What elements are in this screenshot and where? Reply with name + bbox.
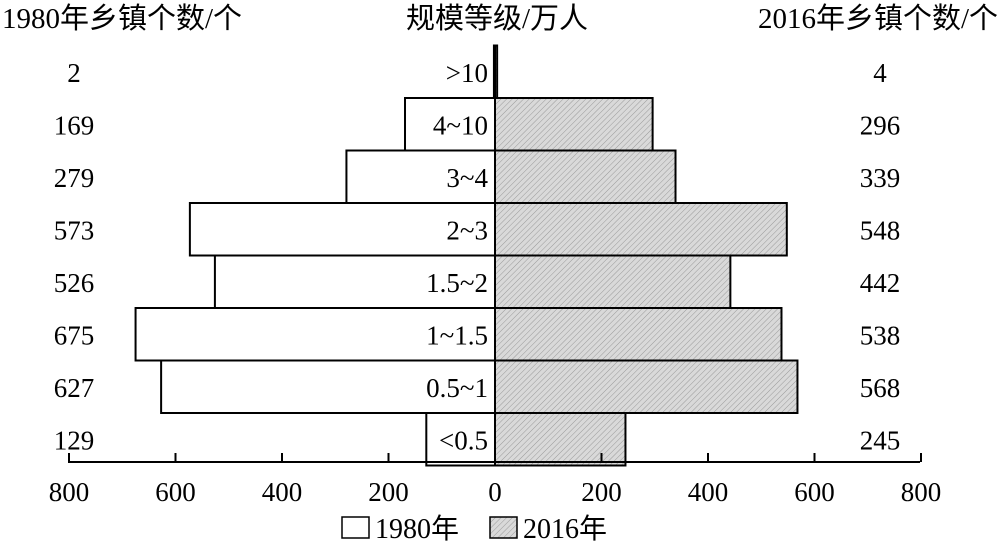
legend-swatch-1980 bbox=[341, 516, 370, 539]
size-level-label: 4~10 bbox=[433, 110, 488, 140]
bar-2016-1 bbox=[494, 97, 654, 152]
count-2016-label: 548 bbox=[860, 215, 901, 245]
size-level-label: 3~4 bbox=[446, 163, 488, 193]
center-header: 规模等级/万人 bbox=[406, 2, 588, 35]
count-1980-label: 2 bbox=[67, 58, 81, 88]
x-tick-label-right: 800 bbox=[901, 477, 942, 507]
left-header: 1980年乡镇个数/个 bbox=[2, 2, 242, 35]
bar-2016-4 bbox=[494, 254, 732, 309]
size-level-label: 1.5~2 bbox=[426, 268, 488, 298]
legend: 1980年 2016年 bbox=[341, 513, 607, 545]
count-2016-label: 245 bbox=[860, 425, 901, 455]
count-1980-label: 129 bbox=[54, 425, 95, 455]
x-tick-label-left: 800 bbox=[49, 477, 90, 507]
x-tick-label-right: 200 bbox=[581, 477, 622, 507]
legend-swatch-2016 bbox=[489, 516, 518, 539]
size-level-labels: >10 4~10 3~4 2~3 1.5~2 1~1.5 0.5~1 <0.5 bbox=[426, 58, 488, 456]
count-1980-label: 573 bbox=[54, 215, 95, 245]
bar-2016-5 bbox=[494, 307, 783, 362]
x-tick-label-left: 0 bbox=[488, 477, 502, 507]
bar-2016-6 bbox=[494, 359, 799, 414]
bars-1980 bbox=[134, 44, 497, 467]
count-2016-label: 568 bbox=[860, 373, 901, 403]
size-level-label: 1~1.5 bbox=[426, 320, 488, 350]
bar-1980-7 bbox=[425, 412, 496, 467]
bars-2016 bbox=[494, 44, 799, 467]
bar-2016-7 bbox=[494, 412, 627, 467]
counts-1980: 2 169 279 573 526 675 627 129 bbox=[54, 58, 95, 456]
bar-1980-5 bbox=[134, 307, 496, 362]
right-header: 2016年乡镇个数/个 bbox=[758, 2, 998, 35]
count-2016-label: 296 bbox=[860, 110, 901, 140]
size-level-label: >10 bbox=[446, 58, 488, 88]
x-tick-label-right: 400 bbox=[688, 477, 729, 507]
count-2016-label: 339 bbox=[860, 163, 901, 193]
bar-2016-2 bbox=[494, 149, 677, 204]
size-level-label: <0.5 bbox=[439, 425, 488, 455]
count-2016-label: 538 bbox=[860, 320, 901, 350]
x-tick-label-right: 600 bbox=[794, 477, 835, 507]
counts-2016: 4 296 339 548 442 538 568 245 bbox=[860, 58, 901, 456]
x-axis-ticks: 800 600 400 200 0 200 400 600 800 bbox=[49, 453, 942, 507]
bar-1980-6 bbox=[160, 359, 496, 414]
x-tick-label-left: 600 bbox=[155, 477, 196, 507]
size-level-label: 0.5~1 bbox=[426, 373, 488, 403]
count-1980-label: 279 bbox=[54, 163, 95, 193]
x-tick-label-left: 400 bbox=[262, 477, 303, 507]
legend-label-1980: 1980年 bbox=[375, 513, 459, 545]
x-tick-label-left: 200 bbox=[368, 477, 409, 507]
size-level-label: 2~3 bbox=[446, 215, 488, 245]
count-1980-label: 627 bbox=[54, 373, 95, 403]
count-1980-label: 526 bbox=[54, 268, 95, 298]
count-1980-label: 675 bbox=[54, 320, 95, 350]
count-2016-label: 442 bbox=[860, 268, 901, 298]
legend-label-2016: 2016年 bbox=[523, 513, 607, 545]
count-2016-label: 4 bbox=[873, 58, 887, 88]
bar-2016-3 bbox=[494, 202, 788, 257]
count-1980-label: 169 bbox=[54, 110, 95, 140]
